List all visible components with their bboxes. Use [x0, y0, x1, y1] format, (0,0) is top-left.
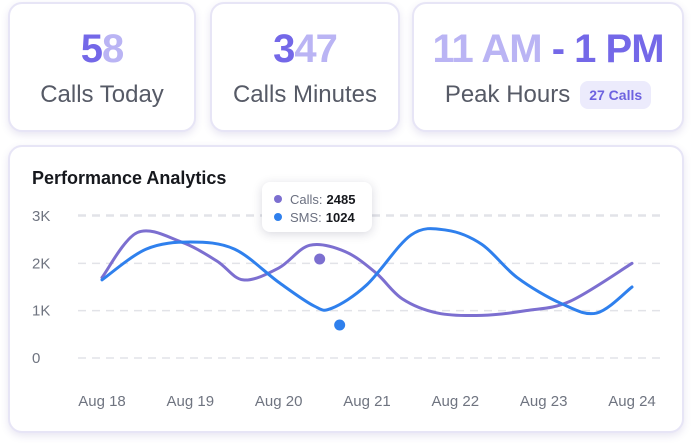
- sms-legend-dot: [274, 213, 282, 221]
- x-tick-label: Aug 19: [167, 393, 215, 410]
- chart-title: Performance Analytics: [32, 168, 227, 188]
- tooltip-sms-label: SMS:: [290, 209, 322, 225]
- tooltip-sms-value: 1024: [325, 209, 355, 225]
- peak-hours-value: 11 AM - 1 PM: [432, 27, 664, 71]
- series-line-calls: [100, 229, 634, 318]
- tooltip-calls-value: 2485: [326, 191, 356, 207]
- x-tick-label: Aug 24: [608, 393, 656, 410]
- tooltip-pointer: [311, 232, 328, 242]
- tooltip-calls-row: Calls: 2485: [274, 190, 372, 208]
- x-tick-label: Aug 20: [255, 393, 303, 410]
- x-tick-label: Aug 18: [78, 393, 126, 410]
- y-tick-label: 1K: [32, 303, 50, 320]
- calls-count-badge: 27 Calls: [580, 81, 652, 109]
- y-tick-label: 3K: [32, 208, 50, 225]
- y-tick-label: 2K: [32, 255, 50, 272]
- series-line-sms: [100, 227, 634, 316]
- calls-minutes-card: 347 Calls Minutes: [210, 2, 400, 132]
- peak-hours-label: Peak Hours: [444, 81, 571, 108]
- tooltip-calls-label: Calls:: [290, 191, 323, 207]
- calls-legend-dot: [274, 195, 282, 203]
- calls-today-value: 58: [80, 27, 125, 71]
- x-tick-label: Aug 22: [432, 393, 480, 410]
- tooltip-sms-row: SMS: 1024: [274, 208, 372, 226]
- calls-minutes-value: 347: [273, 27, 338, 71]
- calls-minutes-label: Calls Minutes: [232, 81, 378, 108]
- calls-highlight-point: [311, 250, 329, 268]
- calls-today-label: Calls Today: [40, 81, 164, 108]
- calls-today-card: 58 Calls Today: [8, 2, 196, 132]
- x-tick-label: Aug 21: [343, 393, 391, 410]
- peak-hours-card: 11 AM - 1 PM Peak Hours 27 Calls: [412, 2, 684, 132]
- x-tick-label: Aug 23: [520, 393, 568, 410]
- sms-highlight-point: [331, 316, 349, 334]
- y-tick-label: 0: [32, 350, 40, 367]
- chart-tooltip: Calls: 2485 SMS: 1024: [262, 182, 372, 232]
